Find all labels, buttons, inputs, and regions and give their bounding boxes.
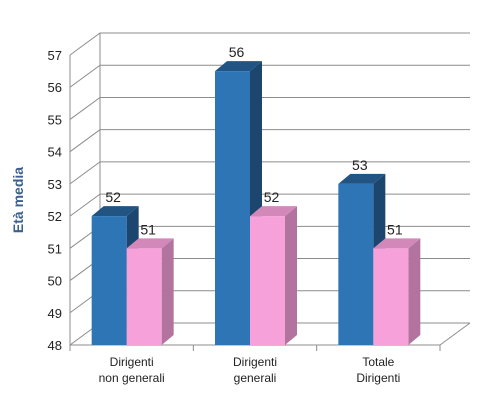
- y-tick-label-53: 53: [48, 177, 62, 192]
- data-label-1-1: 52: [264, 189, 280, 205]
- y-tick-label-57: 57: [48, 48, 62, 63]
- y-axis-label: Età media: [10, 167, 26, 233]
- category-label-1-1: generali: [234, 371, 277, 385]
- bar-front-face: [373, 248, 409, 345]
- gridline-57: [69, 32, 470, 56]
- data-label-0-1: 51: [140, 221, 156, 237]
- bar-top-face: [91, 206, 139, 217]
- data-label-0-0: 52: [105, 189, 121, 205]
- category-label-1-0: Dirigenti: [233, 355, 277, 369]
- gridline-56: [69, 64, 470, 88]
- y-tick-label-48: 48: [48, 338, 62, 353]
- floor-edge: [439, 322, 471, 346]
- y-tick-label-52: 52: [48, 209, 62, 224]
- bars: [91, 61, 421, 345]
- gridline-53: [69, 161, 470, 185]
- gridline-55: [69, 96, 470, 120]
- bar-front-face: [250, 216, 285, 345]
- bar-2-1: [373, 238, 421, 345]
- bar-top-face: [250, 206, 297, 217]
- y-tick-labels: 48 49 50 51 52 53 54 55 56 57: [48, 48, 62, 353]
- category-label-0-1: non generali: [99, 371, 165, 385]
- bar-1-0: [215, 61, 262, 345]
- bar-front-face: [338, 183, 374, 345]
- category-label-2-1: Dirigenti: [356, 371, 400, 385]
- y-tick-label-55: 55: [48, 112, 62, 127]
- data-label-2-1: 51: [387, 221, 403, 237]
- data-label-2-0: 53: [352, 157, 368, 173]
- bar-0-1: [126, 238, 174, 345]
- bar-front-face: [91, 216, 127, 345]
- y-tick-label-49: 49: [48, 306, 62, 321]
- bar-side-face: [408, 238, 421, 345]
- y-tick-label-56: 56: [48, 80, 62, 95]
- bar-top-face: [338, 173, 386, 184]
- bar-front-face: [215, 71, 250, 345]
- y-tick-label-50: 50: [48, 274, 62, 289]
- bar-side-face: [285, 206, 297, 345]
- category-labels: Dirigenti non generali Dirigenti generali To…: [99, 355, 401, 385]
- bar-1-1: [250, 206, 297, 345]
- bar-2-0: [338, 173, 386, 345]
- gridline-54: [69, 129, 470, 153]
- category-label-0-0: Dirigenti: [110, 355, 154, 369]
- bar-top-face: [215, 61, 262, 72]
- bar-front-face: [126, 248, 162, 345]
- bar-top-face: [126, 238, 174, 249]
- data-label-1-0: 56: [229, 44, 245, 60]
- bar-top-face: [373, 238, 421, 249]
- bar-side-face: [161, 238, 174, 345]
- category-label-2-0: Totale: [362, 355, 394, 369]
- y-tick-label-54: 54: [48, 145, 62, 160]
- y-tick-label-51: 51: [48, 241, 62, 256]
- data-labels: 52 51 56 52 53 51: [105, 44, 402, 237]
